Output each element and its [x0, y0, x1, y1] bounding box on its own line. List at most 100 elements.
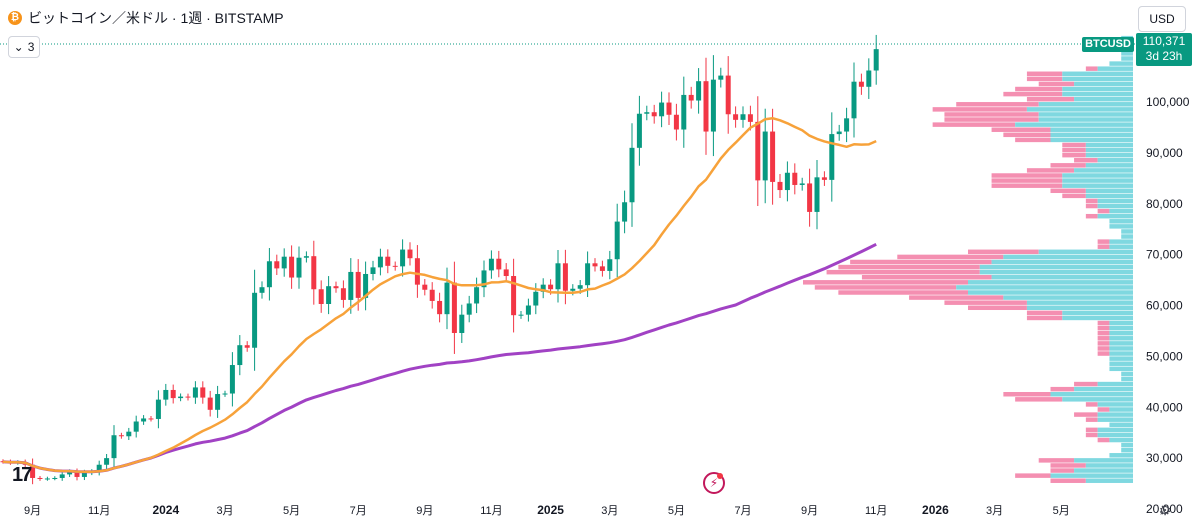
vp-bar-down: [1026, 71, 1063, 77]
vp-bar-up: [1109, 341, 1133, 346]
vp-bar-down: [932, 107, 1027, 112]
candle-body: [296, 257, 302, 278]
candle-body: [718, 75, 724, 80]
candle-body: [488, 258, 494, 271]
vp-bar-down: [991, 178, 1063, 183]
vp-bar-up: [1109, 422, 1133, 428]
vp-bar-down: [1026, 310, 1063, 316]
vp-bar-up: [991, 259, 1133, 265]
vp-bar-down: [1015, 397, 1063, 402]
currency-button[interactable]: USD: [1138, 6, 1186, 32]
candle-body: [44, 478, 50, 480]
vp-bar-up: [1026, 300, 1133, 305]
vp-bar-down: [991, 173, 1063, 178]
candle-body: [414, 258, 420, 285]
candle-body: [873, 49, 879, 71]
candle-body: [799, 183, 805, 185]
candle-body: [74, 471, 80, 477]
candle-body: [496, 258, 502, 270]
candle-body: [252, 292, 258, 348]
candle-body: [363, 273, 369, 298]
chart-title[interactable]: ビットコイン／米ドル · 1週 · BITSTAMP: [28, 10, 284, 26]
lightning-icon[interactable]: ⚡: [703, 472, 725, 494]
vp-bar-up: [1062, 178, 1133, 183]
vp-bar-down: [1015, 473, 1051, 478]
candle-body: [481, 270, 487, 288]
candle-body: [784, 172, 790, 191]
vp-bar-down: [838, 264, 980, 270]
candle-body: [747, 114, 753, 122]
candle-body: [762, 131, 768, 181]
vp-bar-up: [1109, 244, 1133, 249]
vp-bar-up: [1085, 163, 1133, 168]
candle-body: [577, 285, 583, 289]
candle-body: [222, 393, 228, 395]
candle-body: [733, 114, 739, 120]
vp-bar-up: [1050, 473, 1133, 478]
candle-body: [673, 114, 679, 130]
vp-bar-down: [968, 305, 1027, 311]
vp-bar-up: [968, 290, 1133, 295]
candle-body: [52, 477, 58, 479]
candle-body: [444, 282, 450, 315]
vp-bar-up: [1026, 305, 1133, 311]
candle-body: [348, 271, 354, 300]
y-tick-label: 60,000: [1146, 299, 1183, 313]
candle-body: [96, 464, 102, 472]
candle-body: [821, 177, 827, 180]
y-tick-label: 20,000: [1146, 502, 1183, 516]
candle-body: [318, 289, 324, 304]
vp-bar-up: [1074, 81, 1133, 87]
x-tick-label: 3月: [986, 505, 1003, 517]
vp-bar-down: [1015, 137, 1051, 143]
vp-bar-down: [897, 254, 1004, 260]
candle-body: [266, 261, 272, 288]
vp-bar-down: [956, 102, 1039, 107]
candle-body: [170, 389, 176, 399]
vp-bar-up: [1109, 224, 1133, 229]
vp-bar-down: [1062, 147, 1086, 153]
candle-body: [281, 256, 287, 269]
candle-body: [118, 435, 124, 437]
vp-bar-up: [1097, 412, 1133, 417]
vp-bar-down: [1026, 168, 1075, 173]
candle-body: [370, 267, 376, 274]
candle-body: [562, 263, 568, 291]
candle-body: [229, 365, 235, 394]
gear-icon[interactable]: ⚙: [1158, 502, 1172, 518]
vp-bar-up: [1085, 478, 1133, 483]
candle-body: [525, 305, 531, 315]
vp-bar-down: [944, 112, 1039, 117]
candle-body: [178, 396, 184, 399]
vp-bar-down: [944, 300, 1027, 305]
indicator-toggle-button[interactable]: ⌄ 3: [8, 36, 40, 58]
vp-bar-up: [1050, 137, 1133, 143]
vp-bar-down: [1074, 381, 1098, 387]
candle-body: [355, 271, 361, 298]
vp-bar-up: [1062, 173, 1133, 178]
tradingview-logo-icon[interactable]: 17: [12, 464, 32, 486]
y-tick-label: 90,000: [1146, 146, 1183, 160]
x-tick-label: 11月: [865, 505, 887, 517]
candle-body: [340, 288, 346, 300]
vp-bar-up: [1109, 61, 1133, 66]
vp-bar-down: [1050, 163, 1086, 168]
x-tick-label: 11月: [480, 505, 502, 517]
vp-bar-down: [1097, 341, 1110, 346]
vp-bar-up: [1050, 132, 1133, 138]
candle-body: [710, 79, 716, 132]
last-price-value: 110,371: [1142, 34, 1186, 48]
candle-body: [303, 256, 309, 258]
vp-bar-up: [1109, 453, 1133, 458]
y-tick-label: 50,000: [1146, 349, 1183, 363]
vp-bar-up: [1109, 346, 1133, 351]
candle-body: [237, 345, 243, 366]
vp-bar-up: [1074, 468, 1133, 473]
chart-header: ₿ ビットコイン／米ドル · 1週 · BITSTAMP: [8, 8, 284, 28]
vp-bar-up: [1097, 402, 1133, 407]
vp-bar-up: [1097, 432, 1133, 438]
candle-body: [518, 314, 524, 316]
candle-body: [858, 81, 864, 87]
vp-bar-up: [1109, 407, 1133, 412]
